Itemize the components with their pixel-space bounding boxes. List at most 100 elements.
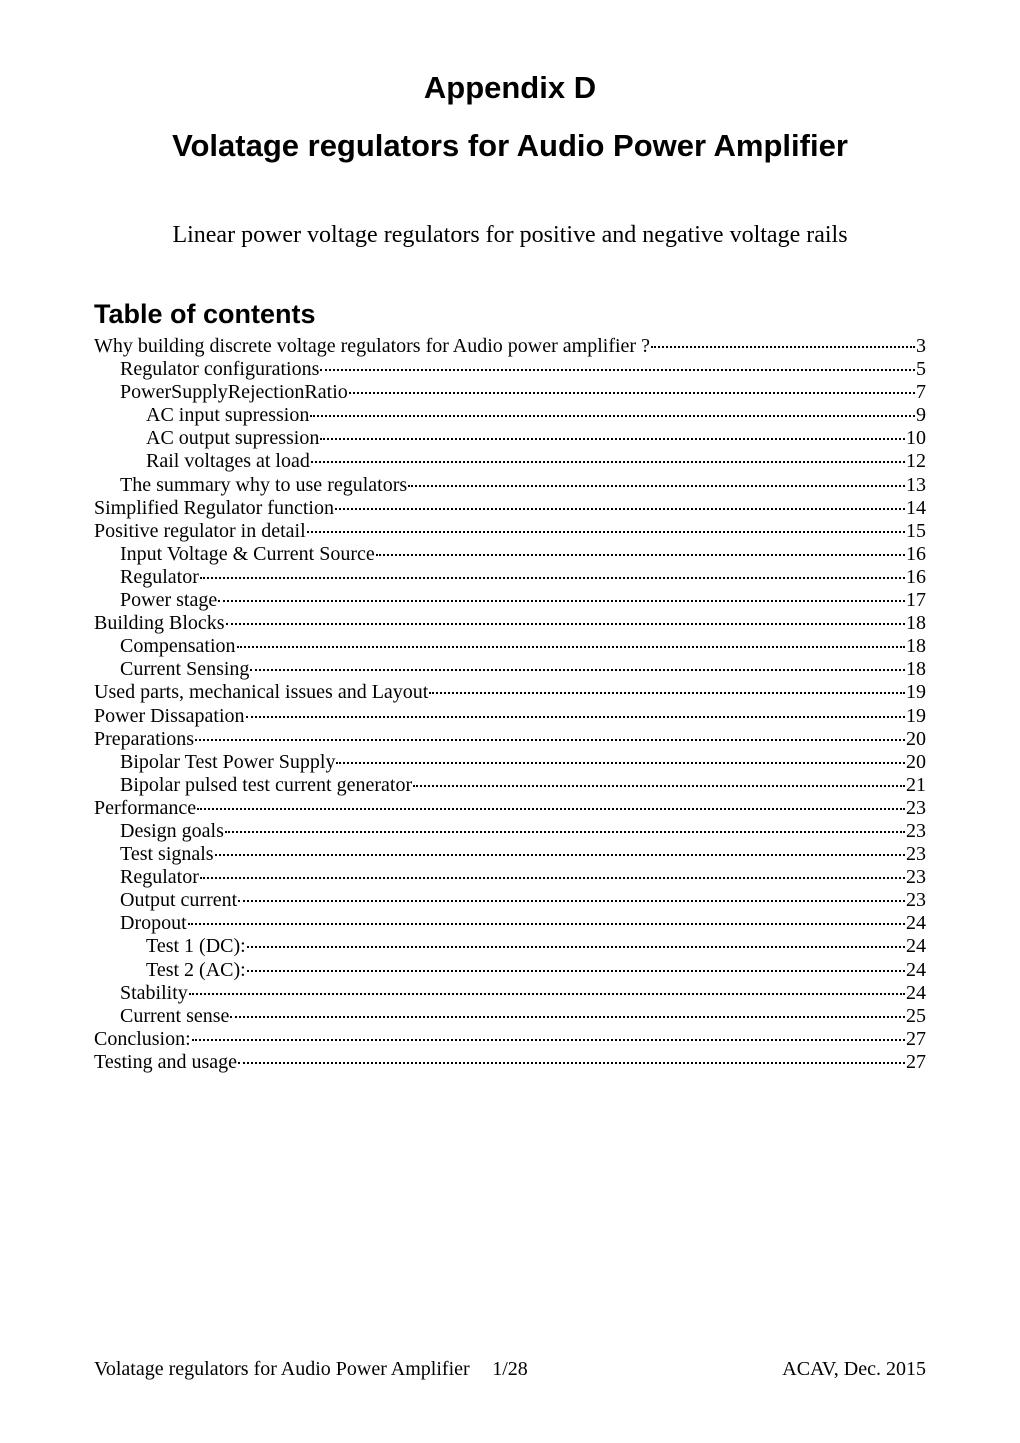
toc-row[interactable]: Test signals23 — [94, 844, 926, 867]
toc-leader-dots — [200, 877, 905, 879]
toc-entry-page: 23 — [906, 844, 926, 864]
toc-leader-dots — [335, 508, 905, 510]
toc-row[interactable]: Regulator23 — [94, 867, 926, 890]
toc-row[interactable]: PowerSupplyRejectionRatio7 — [94, 382, 926, 405]
toc-row[interactable]: Performance23 — [94, 798, 926, 821]
toc-row[interactable]: Current Sensing18 — [94, 659, 926, 682]
toc-entry-page: 20 — [906, 752, 926, 772]
toc-row[interactable]: Simplified Regulator function14 — [94, 498, 926, 521]
toc-entry-label: Power Dissapation — [94, 706, 245, 726]
toc-entry-label: Bipolar pulsed test current generator — [120, 775, 412, 795]
toc-row[interactable]: Conclusion:27 — [94, 1029, 926, 1052]
doc-summary: Linear power voltage regulators for posi… — [94, 222, 926, 249]
toc-entry-page: 17 — [906, 590, 926, 610]
toc-entry-label: Input Voltage & Current Source — [120, 544, 375, 564]
toc-entry-page: 24 — [906, 936, 926, 956]
toc-row[interactable]: Stability 24 — [94, 983, 926, 1006]
toc-entry-label: Stability — [120, 983, 188, 1003]
toc-leader-dots — [238, 900, 905, 902]
toc-row[interactable]: AC input supression 9 — [94, 405, 926, 428]
toc-row[interactable]: Test 1 (DC):24 — [94, 936, 926, 959]
toc-entry-label: Building Blocks — [94, 613, 225, 633]
toc-leader-dots — [310, 415, 915, 417]
toc-row[interactable]: Current sense 25 — [94, 1006, 926, 1029]
toc-row[interactable]: The summary why to use regulators13 — [94, 475, 926, 498]
page: Appendix D Volatage regulators for Audio… — [0, 0, 1020, 1443]
toc-row[interactable]: Output current23 — [94, 890, 926, 913]
toc-entry-page: 27 — [906, 1029, 926, 1049]
toc-entry-label: Positive regulator in detail — [94, 521, 306, 541]
toc-row[interactable]: AC output supression 10 — [94, 428, 926, 451]
toc-entry-page: 18 — [906, 659, 926, 679]
doc-subtitle: Volatage regulators for Audio Power Ampl… — [94, 128, 926, 164]
toc-entry-label: PowerSupplyRejectionRatio — [120, 382, 348, 402]
toc-row[interactable]: Input Voltage & Current Source 16 — [94, 544, 926, 567]
toc-entry-page: 27 — [906, 1052, 926, 1072]
toc-leader-dots — [413, 785, 905, 787]
toc-leader-dots — [246, 716, 905, 718]
toc-row[interactable]: Why building discrete voltage regulators… — [94, 336, 926, 359]
toc-entry-page: 5 — [916, 359, 926, 379]
toc-leader-dots — [192, 1039, 905, 1041]
toc-leader-dots — [307, 531, 905, 533]
toc-row[interactable]: Testing and usage 27 — [94, 1052, 926, 1075]
toc-row[interactable]: Bipolar Test Power Supply20 — [94, 752, 926, 775]
toc-entry-label: Test 2 (AC): — [146, 960, 246, 980]
toc-leader-dots — [197, 808, 905, 810]
toc-entry-page: 19 — [906, 682, 926, 702]
toc-entry-page: 16 — [906, 544, 926, 564]
toc-entry-page: 9 — [916, 405, 926, 425]
toc-leader-dots — [408, 485, 905, 487]
toc-row[interactable]: Regulator configurations5 — [94, 359, 926, 382]
toc-row[interactable]: Compensation18 — [94, 636, 926, 659]
toc-entry-label: Why building discrete voltage regulators… — [94, 336, 650, 356]
toc-row[interactable]: Test 2 (AC): 24 — [94, 960, 926, 983]
doc-title: Appendix D — [94, 70, 926, 106]
toc-row[interactable]: Rail voltages at load 12 — [94, 451, 926, 474]
toc-entry-page: 18 — [906, 613, 926, 633]
toc-leader-dots — [250, 669, 905, 671]
toc-row[interactable]: Preparations20 — [94, 729, 926, 752]
toc-leader-dots — [320, 369, 915, 371]
toc-leader-dots — [376, 554, 905, 556]
toc-leader-dots — [247, 946, 905, 948]
toc-entry-page: 10 — [906, 428, 926, 448]
toc-row[interactable]: Power Dissapation 19 — [94, 706, 926, 729]
toc-leader-dots — [215, 854, 905, 856]
toc-entry-label: Power stage — [120, 590, 217, 610]
toc-entry-page: 3 — [916, 336, 926, 356]
toc-entry-label: Used parts, mechanical issues and Layout — [94, 682, 428, 702]
toc-leader-dots — [230, 1016, 905, 1018]
toc-row[interactable]: Bipolar pulsed test current generator21 — [94, 775, 926, 798]
toc-leader-dots — [238, 1062, 905, 1064]
toc-entry-page: 23 — [906, 867, 926, 887]
toc-row[interactable]: Dropout24 — [94, 913, 926, 936]
toc-leader-dots — [195, 739, 905, 741]
toc-entry-label: Rail voltages at load — [146, 451, 310, 471]
toc-row[interactable]: Positive regulator in detail 15 — [94, 521, 926, 544]
toc-entry-label: Testing and usage — [94, 1052, 237, 1072]
toc-entry-label: The summary why to use regulators — [120, 475, 407, 495]
toc-leader-dots — [651, 346, 915, 348]
toc-entry-label: Performance — [94, 798, 196, 818]
toc-entry-page: 12 — [906, 451, 926, 471]
toc-row[interactable]: Regulator 16 — [94, 567, 926, 590]
toc-entry-label: AC output supression — [146, 428, 319, 448]
toc-row[interactable]: Building Blocks 18 — [94, 613, 926, 636]
toc-row[interactable]: Used parts, mechanical issues and Layout… — [94, 682, 926, 705]
toc-entry-page: 24 — [906, 960, 926, 980]
toc-entry-label: AC input supression — [146, 405, 309, 425]
toc-row[interactable]: Power stage 17 — [94, 590, 926, 613]
toc-row[interactable]: Design goals23 — [94, 821, 926, 844]
table-of-contents: Why building discrete voltage regulators… — [94, 336, 926, 1075]
toc-entry-label: Regulator — [120, 567, 199, 587]
toc-entry-page: 23 — [906, 890, 926, 910]
toc-entry-page: 16 — [906, 567, 926, 587]
toc-entry-page: 18 — [906, 636, 926, 656]
toc-heading: Table of contents — [94, 299, 926, 330]
toc-leader-dots — [336, 762, 905, 764]
toc-entry-page: 19 — [906, 706, 926, 726]
toc-entry-page: 23 — [906, 821, 926, 841]
footer-center: 1/28 — [492, 1358, 528, 1381]
toc-entry-page: 15 — [906, 521, 926, 541]
